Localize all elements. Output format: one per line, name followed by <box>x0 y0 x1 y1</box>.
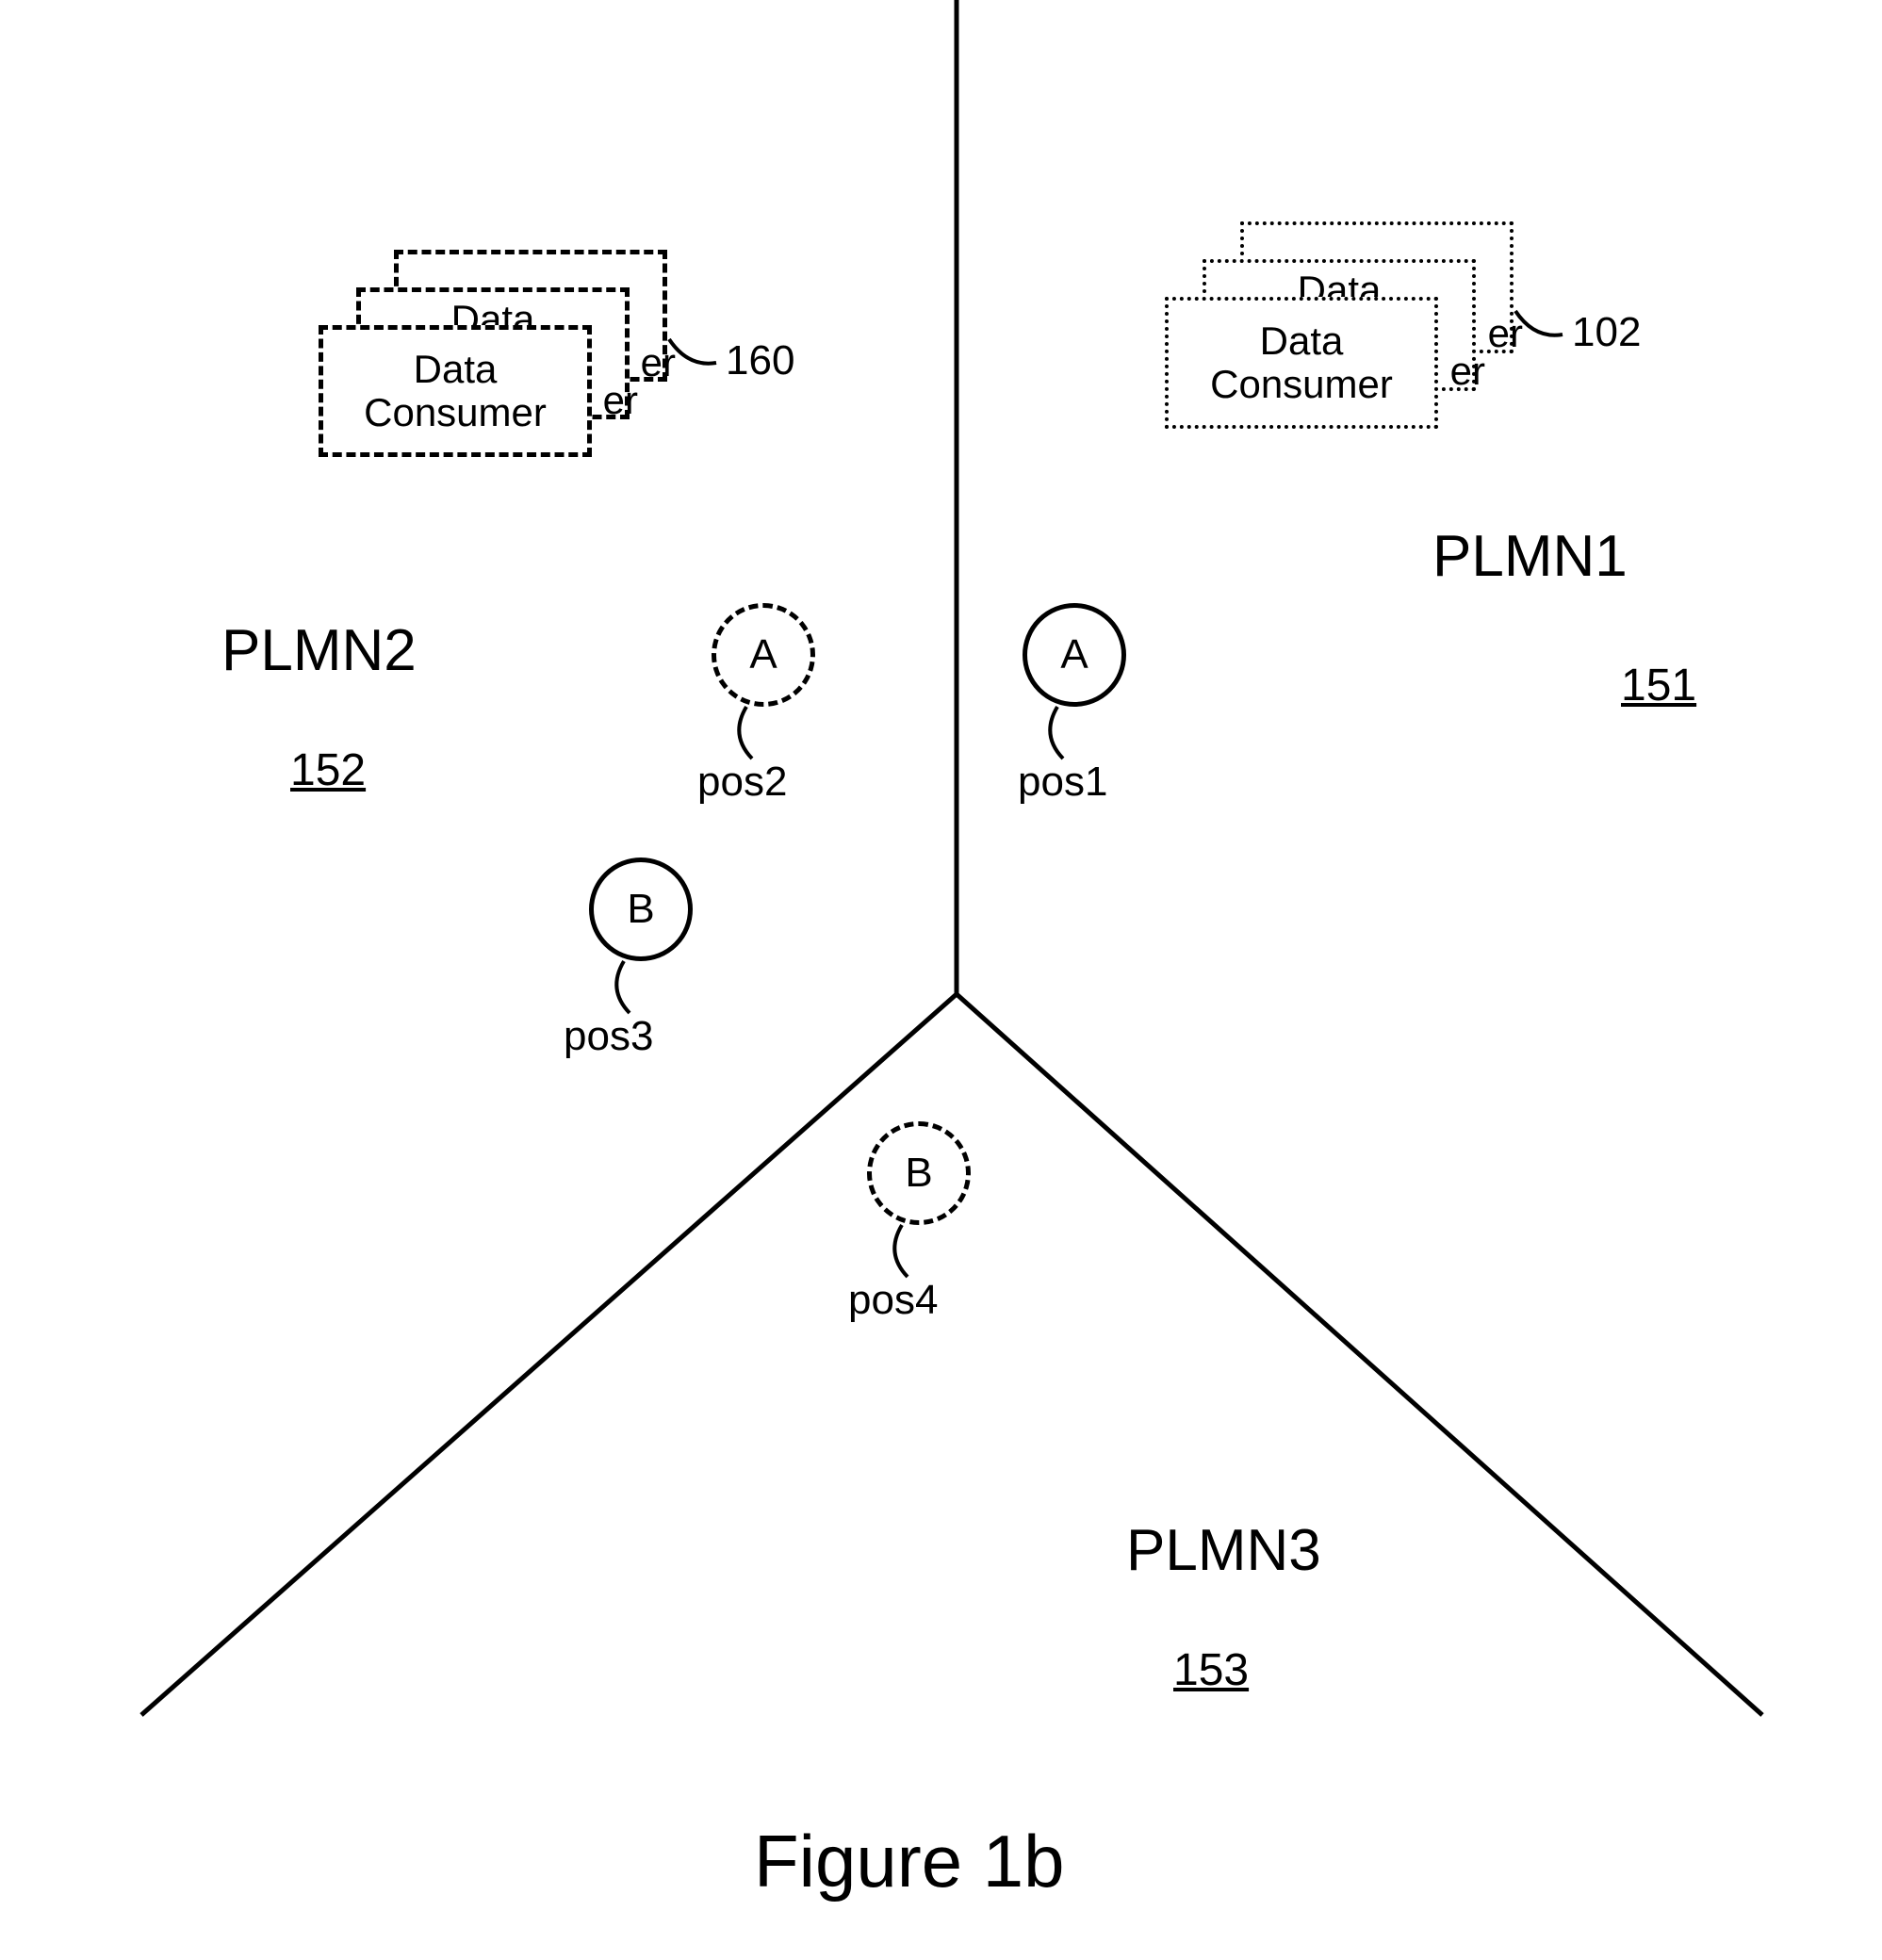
box-partial-side: er <box>641 341 676 384</box>
pos1-label: pos1 <box>1018 759 1107 806</box>
data-consumer-box-left-front: Data Consumer er <box>319 325 592 457</box>
box-label-line1: Data <box>414 348 498 391</box>
boundary-lines <box>0 0 1882 1960</box>
box-label-line2: Consumer <box>364 391 547 434</box>
node-letter: A <box>1060 631 1088 678</box>
pos4-label: pos4 <box>848 1277 938 1324</box>
figure-title: Figure 1b <box>754 1819 1065 1904</box>
ref-102: 102 <box>1572 309 1641 356</box>
data-consumer-box-right-front: Data Consumer er <box>1165 297 1438 429</box>
pos3-label: pos3 <box>564 1013 653 1060</box>
plmn2-label: PLMN2 <box>221 617 417 684</box>
node-letter: B <box>905 1150 932 1197</box>
node-b-pos4: B <box>867 1121 971 1225</box>
plmn1-ref: 151 <box>1621 660 1696 711</box>
plmn3-label: PLMN3 <box>1126 1517 1321 1584</box>
box-partial-side: er <box>1450 350 1485 393</box>
plmn1-label: PLMN1 <box>1432 523 1628 590</box>
box-partial-side: er <box>603 379 638 422</box>
box-label-line2: Consumer <box>1210 363 1393 406</box>
node-letter: A <box>749 631 777 678</box>
node-a-pos1: A <box>1023 603 1126 707</box>
ref-160: 160 <box>726 337 794 384</box>
plmn3-ref: 153 <box>1173 1644 1249 1696</box>
pos2-label: pos2 <box>697 759 787 806</box>
diagram-canvas: Data Data er Data Consumer er 160 Data D… <box>0 0 1882 1960</box>
node-a-pos2: A <box>712 603 815 707</box>
node-letter: B <box>627 886 654 933</box>
plmn2-ref: 152 <box>290 744 366 796</box>
node-b-pos3: B <box>589 858 693 961</box>
box-label-line1: Data <box>1260 319 1344 363</box>
box-partial-side: er <box>1488 312 1523 355</box>
